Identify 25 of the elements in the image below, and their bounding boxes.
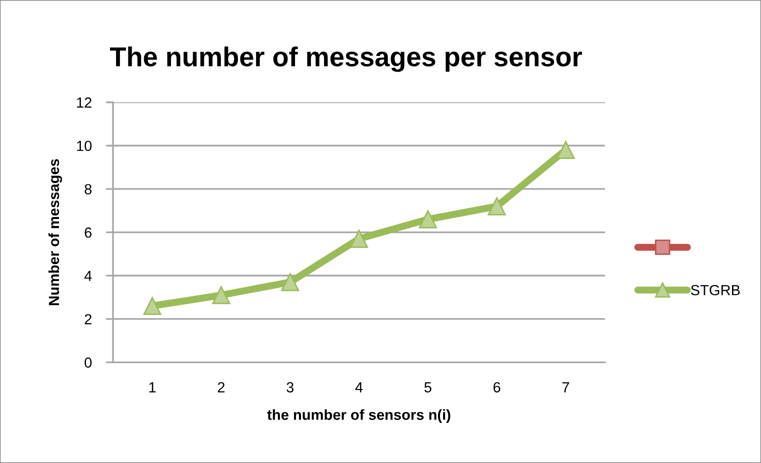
y-tick-label: 8 [84,184,92,194]
legend-label: STGRB [690,284,740,296]
x-tick-label: 2 [218,382,225,392]
y-tick-label: 10 [77,140,92,152]
point [281,273,300,292]
point [143,296,162,315]
point [418,210,437,228]
point [350,230,368,248]
chart-title: The number of messages per sensor [110,46,582,72]
x-tick-label: 3 [286,382,294,392]
x-tick-label: 7 [562,382,570,392]
y-axis-title: Number of messages [48,159,62,306]
point [488,197,506,216]
y-tick-label: 12 [77,97,92,108]
x-tick-label: 5 [424,382,432,392]
y-tick-label: 2 [84,314,92,324]
y-tick-label: 6 [84,227,92,238]
y-tick-label: 4 [84,270,92,281]
point [556,140,575,159]
x-axis-title: the number of sensors n(i) [267,409,450,423]
point [212,286,230,304]
x-tick-label: 6 [494,382,500,392]
x-tick-label: 4 [355,382,363,392]
y-tick-label: 0 [84,357,92,368]
x-tick-label: 1 [149,382,156,392]
